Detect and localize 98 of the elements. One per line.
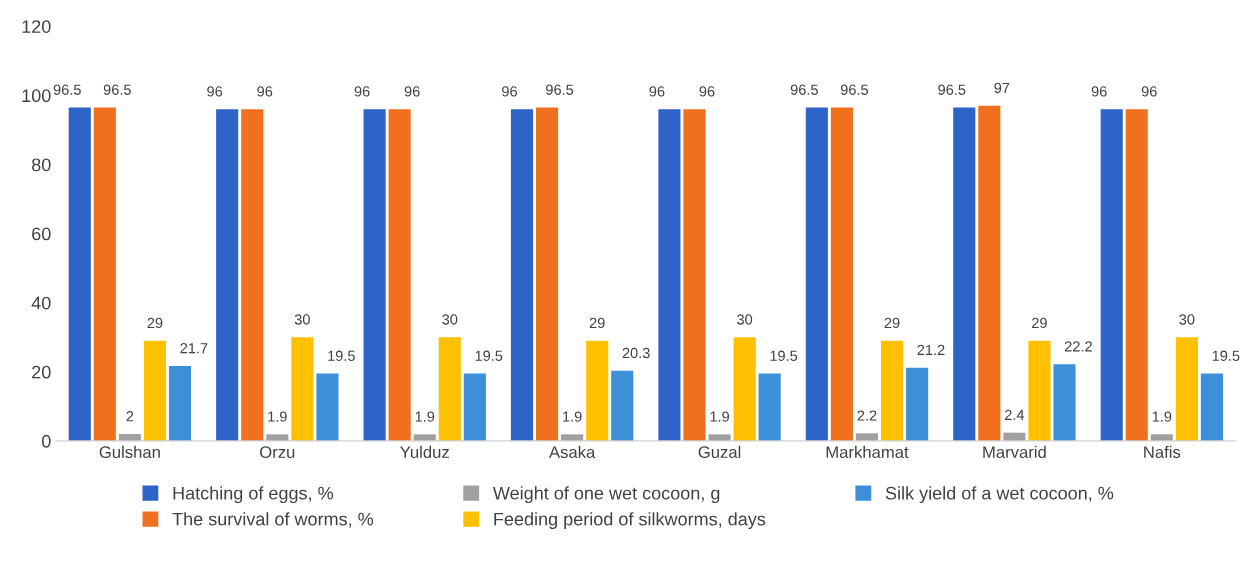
bar — [1200, 373, 1223, 441]
bar — [733, 337, 756, 441]
bar — [758, 373, 781, 441]
bar — [658, 109, 681, 441]
bar — [463, 373, 486, 441]
bar — [266, 434, 289, 441]
data-label: 96 — [502, 86, 517, 97]
data-label: 96 — [257, 86, 273, 97]
x-tick-label: Gulshan — [99, 445, 160, 459]
bar — [683, 109, 706, 441]
bar — [855, 433, 879, 441]
data-label: 1.9 — [710, 411, 729, 422]
y-tick-label: 120 — [22, 20, 51, 33]
bar — [1053, 364, 1076, 441]
data-label: 2.4 — [1004, 409, 1025, 420]
bar — [906, 367, 929, 441]
bar — [561, 434, 584, 441]
data-label: 97 — [994, 82, 1010, 94]
bar — [805, 107, 828, 441]
bar — [68, 107, 91, 441]
x-tick-label: Yulduz — [400, 445, 449, 459]
bar — [93, 107, 116, 441]
bar — [978, 105, 1001, 441]
data-label: 29 — [589, 317, 605, 329]
x-tick-label: Asaka — [549, 445, 596, 459]
data-label: 96.5 — [790, 84, 818, 95]
x-tick-label: Guzal — [698, 445, 741, 459]
x-tick-label: Marvarid — [983, 445, 1046, 459]
data-label: 30 — [737, 314, 753, 325]
bar — [953, 107, 976, 441]
legend-label: Hatching of eggs, % — [173, 486, 334, 504]
y-tick-label: 20 — [32, 365, 51, 379]
data-label: 30 — [294, 314, 310, 325]
data-label: 22.2 — [1064, 341, 1092, 352]
bar — [708, 434, 731, 441]
data-label: 1.9 — [563, 411, 582, 422]
bar — [830, 107, 853, 441]
data-label: 1.9 — [1152, 411, 1172, 422]
bar — [291, 337, 314, 441]
legend-label: The survival of worms, % — [172, 512, 374, 528]
bar — [438, 337, 461, 441]
bar — [143, 340, 166, 441]
bar — [168, 365, 192, 441]
data-label: 96 — [354, 86, 370, 97]
bar — [586, 340, 609, 441]
data-label: 96 — [699, 86, 715, 97]
bar — [1100, 109, 1123, 441]
bar — [363, 109, 386, 441]
data-label: 29 — [147, 317, 163, 329]
y-tick-label: 0 — [41, 434, 51, 448]
x-tick-label: Markhamat — [826, 445, 909, 459]
bar — [1150, 434, 1173, 441]
data-label: 96.5 — [840, 84, 868, 95]
x-tick-label: Orzu — [260, 446, 295, 459]
data-label: 1.9 — [415, 411, 435, 422]
data-label: 19.5 — [328, 350, 355, 361]
data-label: 30 — [1179, 314, 1195, 325]
data-label: 96 — [207, 86, 223, 97]
data-label: 96.5 — [53, 84, 81, 95]
data-label: 96 — [1091, 86, 1107, 97]
data-label: 96 — [1141, 86, 1157, 97]
data-label: 96 — [404, 86, 420, 97]
legend-label: Silk yield of a wet cocoon, % — [885, 486, 1114, 504]
bar — [388, 109, 411, 441]
bar — [1125, 109, 1148, 441]
data-label: 96.5 — [103, 84, 131, 95]
y-tick-label: 100 — [22, 89, 51, 103]
bar — [216, 109, 239, 441]
bar — [880, 340, 904, 441]
data-label: 2 — [126, 411, 134, 422]
data-label: 21.2 — [917, 344, 945, 355]
data-label: 96 — [649, 86, 665, 97]
data-label: 21.7 — [180, 343, 208, 354]
data-label: 30 — [442, 314, 458, 325]
data-label: 20.3 — [622, 347, 650, 359]
y-tick-label: 80 — [32, 158, 51, 172]
bar — [1028, 340, 1051, 441]
x-tick-label: Nafis — [1144, 445, 1181, 459]
legend-label: Feeding period of silkworms, days — [494, 512, 766, 530]
bar — [316, 373, 339, 441]
y-tick-label: 60 — [32, 227, 51, 241]
data-label: 96.5 — [938, 84, 966, 95]
bar — [1175, 337, 1198, 441]
legend-label: Weight of one wet cocoon, g — [492, 486, 720, 504]
data-label: 19.5 — [770, 350, 798, 361]
bar — [536, 107, 559, 441]
data-label: 96.5 — [546, 84, 574, 95]
bar — [241, 109, 264, 441]
bar — [413, 434, 436, 441]
data-label: 29 — [884, 317, 900, 329]
bar — [611, 370, 634, 441]
data-label: 19.5 — [475, 350, 503, 361]
data-label: 2.2 — [857, 410, 877, 421]
data-label: 1.9 — [268, 411, 287, 422]
data-label: 29 — [1032, 317, 1047, 329]
bar — [510, 109, 534, 441]
data-label: 19.5 — [1212, 350, 1240, 361]
y-tick-label: 40 — [31, 296, 51, 310]
